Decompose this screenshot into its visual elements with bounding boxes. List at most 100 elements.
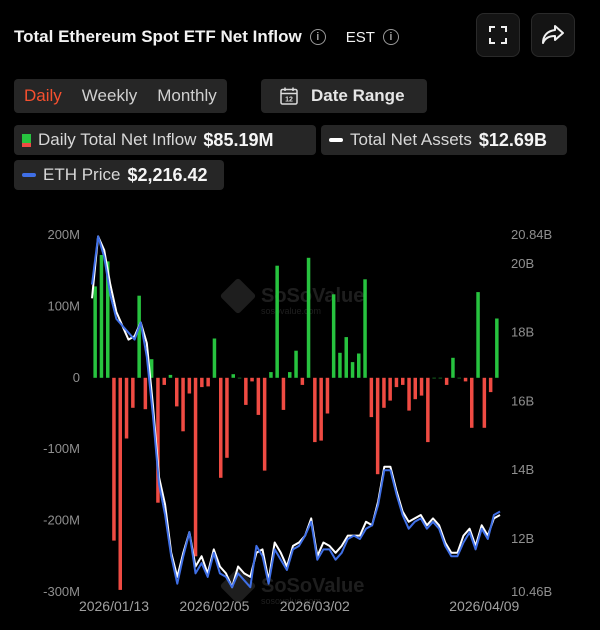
inflow-bar[interactable]: [313, 377, 317, 443]
inflow-bar[interactable]: [426, 377, 430, 443]
y-axis-left: 200M 100M 0 -100M -200M -300M: [43, 227, 80, 599]
inflow-bar[interactable]: [137, 295, 141, 378]
period-selector: Daily Weekly Monthly: [14, 79, 227, 113]
inflow-bar[interactable]: [388, 377, 392, 401]
timezone-label: EST: [345, 28, 375, 46]
y-left-tick-label: 100M: [47, 298, 80, 313]
eth-price-swatch-icon: [22, 173, 36, 177]
inflow-bar[interactable]: [495, 318, 499, 378]
inflow-bar[interactable]: [275, 265, 279, 378]
inflow-bar[interactable]: [124, 377, 129, 439]
inflow-bar[interactable]: [375, 377, 380, 475]
legend-net-inflow[interactable]: Daily Total Net Inflow $85.19M: [14, 125, 316, 155]
y-right-tick-label: 14B: [511, 462, 534, 477]
share-button[interactable]: [531, 13, 575, 57]
inflow-bar[interactable]: [363, 279, 367, 378]
inflow-bar[interactable]: [419, 377, 424, 396]
inflow-bar[interactable]: [325, 377, 330, 414]
inflow-bar[interactable]: [149, 359, 154, 378]
eth-price-label: ETH Price: [43, 165, 121, 184]
period-monthly-tab[interactable]: Monthly: [157, 86, 217, 105]
inflow-bar[interactable]: [244, 377, 248, 405]
inflow-bar[interactable]: [231, 374, 236, 378]
inflow-bar[interactable]: [401, 377, 405, 385]
inflow-bar[interactable]: [112, 377, 116, 541]
inflow-bar[interactable]: [262, 377, 267, 471]
inflow-bar[interactable]: [281, 377, 286, 410]
inflow-bar[interactable]: [256, 377, 261, 415]
inflow-bar[interactable]: [300, 377, 305, 385]
inflow-bar[interactable]: [206, 377, 210, 387]
inflow-bar[interactable]: [476, 292, 480, 378]
inflow-bar[interactable]: [250, 377, 254, 382]
inflow-bar[interactable]: [394, 377, 399, 388]
inflow-bar[interactable]: [488, 377, 493, 393]
inflow-bar[interactable]: [168, 374, 173, 378]
inflow-bar[interactable]: [319, 377, 323, 441]
legend-net-assets[interactable]: Total Net Assets $12.69B: [321, 125, 567, 155]
inflow-bar[interactable]: [162, 377, 167, 385]
header: Total Ethereum Spot ETF Net Inflow i EST…: [14, 22, 399, 52]
inflow-bar[interactable]: [212, 338, 217, 378]
inflow-bar[interactable]: [219, 377, 223, 478]
net-inflow-bars: [93, 255, 499, 590]
eth-price-line[interactable]: [91, 235, 501, 589]
inflow-bar[interactable]: [463, 377, 468, 382]
info-icon[interactable]: i: [309, 29, 326, 45]
calendar-day-text: 12: [285, 97, 293, 104]
inflow-bar[interactable]: [93, 286, 97, 378]
y-left-tick-label: 0: [73, 370, 80, 385]
inflow-bar[interactable]: [482, 377, 487, 428]
eth-price-value: $2,216.42: [127, 164, 208, 185]
inflow-bar[interactable]: [451, 357, 455, 378]
y-right-tick-label: 18B: [511, 325, 534, 340]
inflow-bar[interactable]: [470, 377, 474, 428]
inflow-bar[interactable]: [200, 377, 204, 388]
date-range-button[interactable]: 12 Date Range: [261, 79, 427, 113]
inflow-bar[interactable]: [269, 372, 273, 378]
inflow-bar[interactable]: [288, 372, 292, 378]
fullscreen-button[interactable]: [476, 13, 520, 57]
watermark-logo-icon: [220, 278, 256, 314]
inflow-bar[interactable]: [438, 377, 443, 379]
fullscreen-icon: [489, 26, 507, 44]
inflow-bar[interactable]: [156, 377, 160, 503]
y-left-tick-label: -100M: [43, 441, 80, 456]
inflow-bar[interactable]: [118, 377, 123, 590]
inflow-bar[interactable]: [99, 255, 104, 378]
inflow-bar[interactable]: [344, 337, 349, 378]
inflow-bar[interactable]: [225, 377, 229, 458]
inflow-bar[interactable]: [369, 377, 374, 418]
timezone-info-icon[interactable]: i: [382, 29, 399, 45]
net-assets-line[interactable]: [91, 235, 501, 589]
inflow-bar[interactable]: [106, 261, 110, 378]
legend-eth-price[interactable]: ETH Price $2,216.42: [14, 160, 224, 190]
y-left-tick-label: 200M: [47, 227, 80, 242]
inflow-bar[interactable]: [407, 377, 411, 411]
inflow-bar[interactable]: [444, 377, 449, 385]
inflow-bar[interactable]: [193, 377, 198, 557]
inflow-bar[interactable]: [331, 294, 336, 378]
period-daily-tab[interactable]: Daily: [24, 86, 62, 105]
inflow-bar[interactable]: [175, 377, 179, 407]
share-icon: [542, 25, 564, 44]
inflow-bar[interactable]: [294, 350, 298, 378]
inflow-bar[interactable]: [382, 377, 386, 408]
inflow-bar[interactable]: [432, 377, 436, 379]
inflow-bar[interactable]: [350, 362, 355, 378]
inflow-bar[interactable]: [181, 377, 185, 432]
inflow-bar[interactable]: [187, 377, 192, 394]
inflow-bar[interactable]: [357, 353, 361, 378]
inflow-bar[interactable]: [338, 352, 342, 378]
x-tick-label: 2026/03/02: [280, 598, 350, 614]
inflow-bar[interactable]: [457, 377, 462, 379]
inflow-bar[interactable]: [143, 377, 148, 410]
period-weekly-tab[interactable]: Weekly: [81, 86, 138, 105]
inflow-bar[interactable]: [306, 257, 311, 378]
y-right-tick-label: 10.46B: [511, 584, 552, 599]
y-axis-right: 20.84B 20B 18B 16B 14B 12B 10.46B: [511, 227, 552, 599]
inflow-bar[interactable]: [237, 377, 242, 379]
inflow-bar[interactable]: [413, 377, 418, 400]
inflow-bar[interactable]: [131, 377, 135, 408]
calendar-icon: 12: [280, 87, 298, 105]
